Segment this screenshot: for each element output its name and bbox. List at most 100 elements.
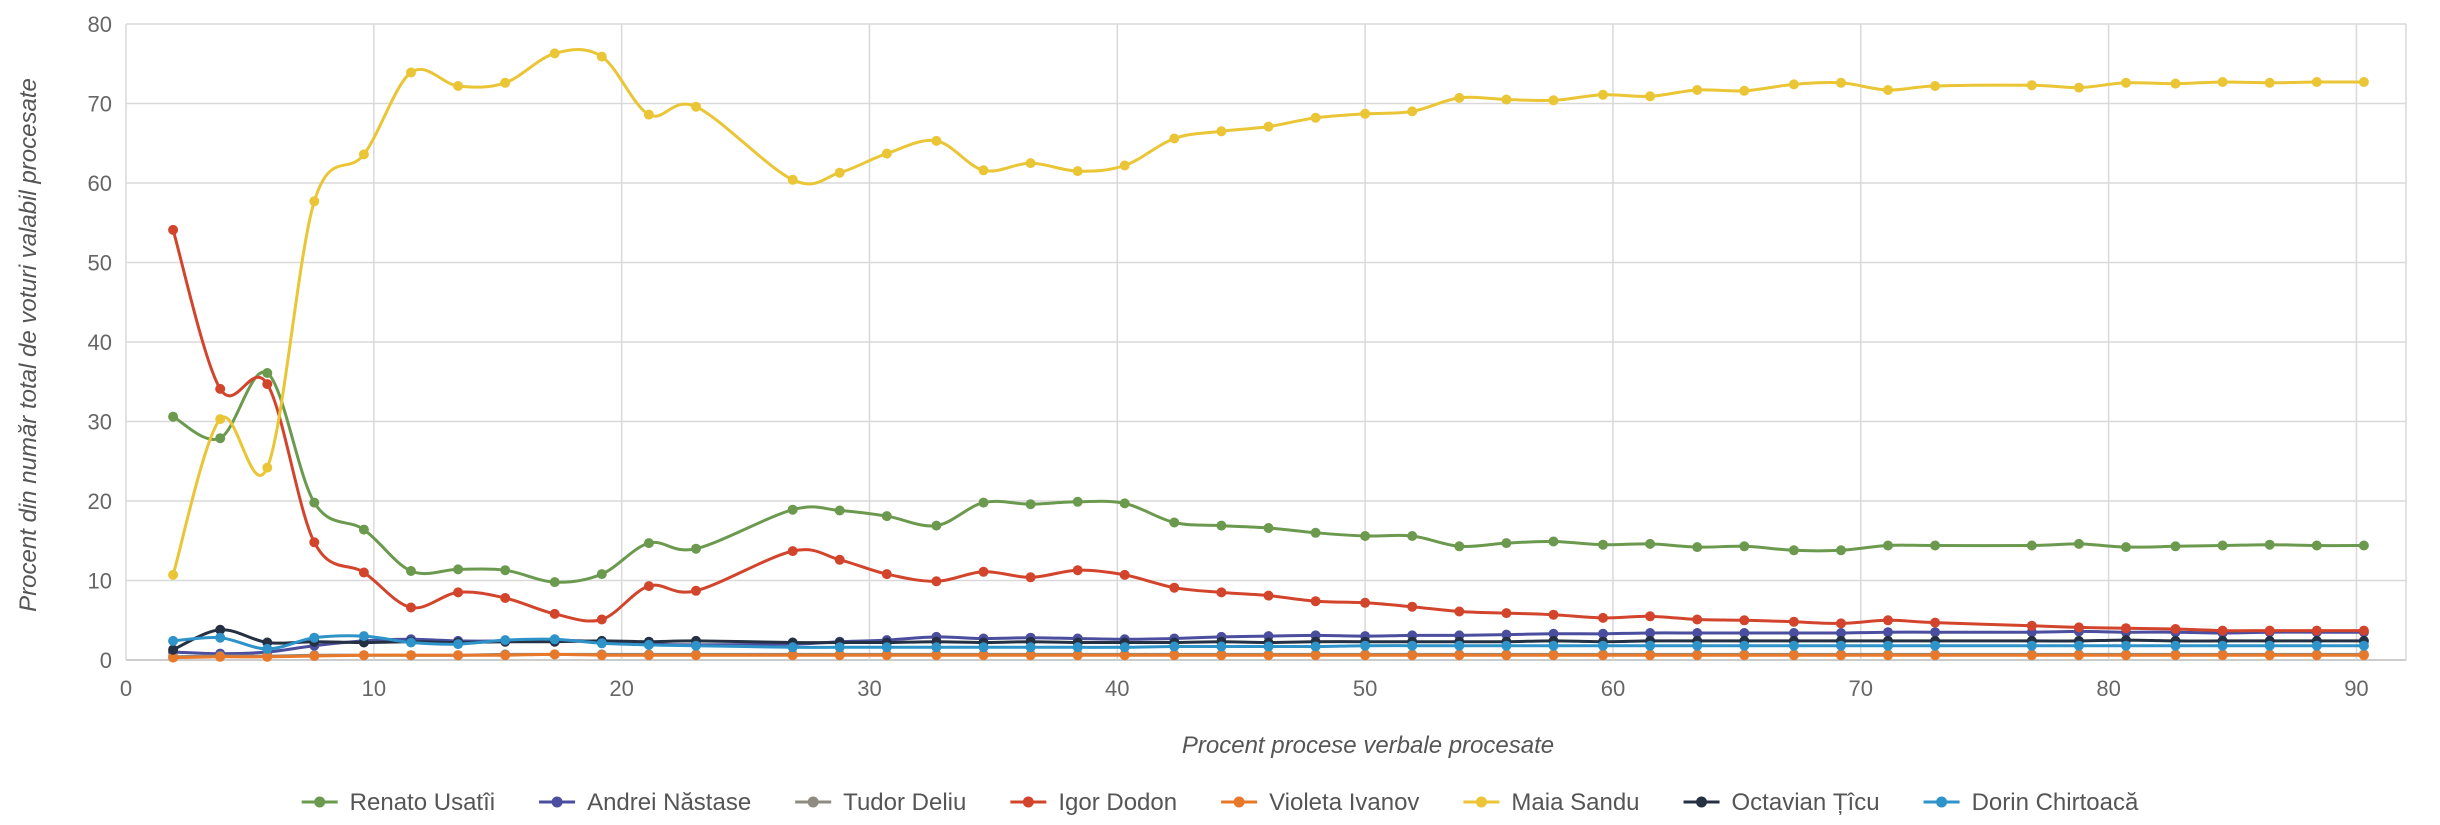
series-4-point[interactable] <box>2358 650 2369 661</box>
series-3-point[interactable] <box>2217 625 2228 636</box>
series-7-point[interactable] <box>2217 640 2228 651</box>
series-7-point[interactable] <box>881 642 892 653</box>
series-0-point[interactable] <box>1645 538 1656 549</box>
legend-item[interactable]: Tudor Deliu <box>795 789 966 816</box>
series-1-point[interactable] <box>1739 628 1750 638</box>
legend-item[interactable]: Maia Sandu <box>1463 789 1640 816</box>
series-3-point[interactable] <box>1739 615 1750 626</box>
series-4-point[interactable] <box>2073 650 2084 661</box>
series-7-point[interactable] <box>309 632 320 643</box>
series-1-point[interactable] <box>1788 628 1799 638</box>
legend-item[interactable]: Violeta Ivanov <box>1221 789 1419 816</box>
series-4-point[interactable] <box>1836 650 1846 661</box>
series-3-point[interactable] <box>691 585 701 596</box>
series-1-point[interactable] <box>1501 629 1512 640</box>
series-5-point[interactable] <box>1169 133 1180 144</box>
series-7-point[interactable] <box>500 635 511 646</box>
legend-item[interactable]: Dorin Chirtoacă <box>1923 789 2139 816</box>
series-3-point[interactable] <box>406 602 416 613</box>
series-7-point[interactable] <box>1407 640 1418 651</box>
series-5-point[interactable] <box>309 196 320 207</box>
series-3-point[interactable] <box>1501 608 1512 619</box>
series-4-point[interactable] <box>1025 650 1036 661</box>
series-5-point[interactable] <box>2170 78 2181 89</box>
series-3-point[interactable] <box>1072 565 1083 576</box>
series-5-point[interactable] <box>453 81 464 91</box>
series-7-point[interactable] <box>215 632 226 643</box>
series-0-point[interactable] <box>1119 498 1130 509</box>
series-4-point[interactable] <box>1645 650 1656 661</box>
series-0-point[interactable] <box>1454 541 1465 552</box>
legend-item[interactable]: Octavian Țîcu <box>1683 789 1880 816</box>
series-1-point[interactable] <box>1692 628 1703 638</box>
series-7-point[interactable] <box>1501 640 1512 651</box>
series-0-point[interactable] <box>1310 527 1321 538</box>
series-0-point[interactable] <box>2311 540 2322 551</box>
series-0-point[interactable] <box>500 565 511 576</box>
series-7-point[interactable] <box>1836 640 1846 651</box>
series-0-point[interactable] <box>2264 539 2275 550</box>
series-4-point[interactable] <box>1169 650 1180 661</box>
series-5-point[interactable] <box>1645 91 1656 102</box>
series-5-point[interactable] <box>1310 112 1321 123</box>
series-7-point[interactable] <box>262 643 273 654</box>
series-3-point[interactable] <box>309 537 320 548</box>
series-5-point[interactable] <box>1263 121 1274 132</box>
series-4-point[interactable] <box>1360 650 1371 661</box>
series-5-point[interactable] <box>1548 95 1559 106</box>
series-6-point[interactable] <box>215 624 226 635</box>
series-7-point[interactable] <box>1645 640 1656 651</box>
series-7-point[interactable] <box>1739 640 1750 651</box>
series-3-point[interactable] <box>931 576 942 587</box>
series-0-point[interactable] <box>1788 545 1799 556</box>
series-0-point[interactable] <box>2217 540 2228 551</box>
series-4-point[interactable] <box>1072 650 1083 661</box>
series-3-point[interactable] <box>262 379 273 390</box>
series-7-point[interactable] <box>2121 640 2131 651</box>
series-7-point[interactable] <box>406 637 416 648</box>
series-3-point[interactable] <box>1263 590 1274 601</box>
series-5-point[interactable] <box>881 148 892 159</box>
series-4-point[interactable] <box>2170 650 2181 661</box>
series-4-point[interactable] <box>1501 650 1512 661</box>
series-1-point[interactable] <box>1930 627 1941 638</box>
series-3-point[interactable] <box>1169 582 1180 593</box>
series-0-point[interactable] <box>978 497 989 508</box>
series-4-point[interactable] <box>2264 650 2275 661</box>
series-0-point[interactable] <box>549 577 560 588</box>
series-7-point[interactable] <box>1072 642 1083 653</box>
series-1-point[interactable] <box>1598 628 1608 639</box>
series-3-point[interactable] <box>2026 620 2037 631</box>
series-0-point[interactable] <box>787 504 798 515</box>
series-1-point[interactable] <box>1883 627 1893 638</box>
series-0-point[interactable] <box>406 566 416 576</box>
series-7-point[interactable] <box>834 642 845 653</box>
series-3-point[interactable] <box>1454 606 1465 617</box>
series-3-point[interactable] <box>1598 612 1608 623</box>
series-3-point[interactable] <box>549 608 560 619</box>
series-7-point[interactable] <box>931 642 942 653</box>
series-5-point[interactable] <box>549 48 560 59</box>
series-1-point[interactable] <box>1548 628 1559 639</box>
series-7-point[interactable] <box>691 640 701 651</box>
series-3-point[interactable] <box>643 581 654 592</box>
series-5-point[interactable] <box>1836 77 1846 88</box>
series-4-point[interactable] <box>406 650 416 661</box>
series-7-point[interactable] <box>2264 640 2275 651</box>
series-0-point[interactable] <box>1548 536 1559 547</box>
series-3-point[interactable] <box>1645 611 1656 622</box>
series-7-point[interactable] <box>2073 640 2084 651</box>
series-5-point[interactable] <box>262 462 273 473</box>
series-0-point[interactable] <box>1836 545 1846 556</box>
series-0-point[interactable] <box>168 411 179 422</box>
series-4-point[interactable] <box>2217 650 2228 661</box>
series-3-point[interactable] <box>1930 617 1941 628</box>
series-7-point[interactable] <box>1548 640 1559 651</box>
series-0-point[interactable] <box>834 505 845 516</box>
series-5-point[interactable] <box>2073 82 2084 93</box>
series-5-point[interactable] <box>691 101 701 112</box>
series-4-point[interactable] <box>1310 650 1321 661</box>
series-0-point[interactable] <box>262 368 273 378</box>
series-0-point[interactable] <box>1072 496 1083 507</box>
series-5-point[interactable] <box>1072 166 1083 177</box>
